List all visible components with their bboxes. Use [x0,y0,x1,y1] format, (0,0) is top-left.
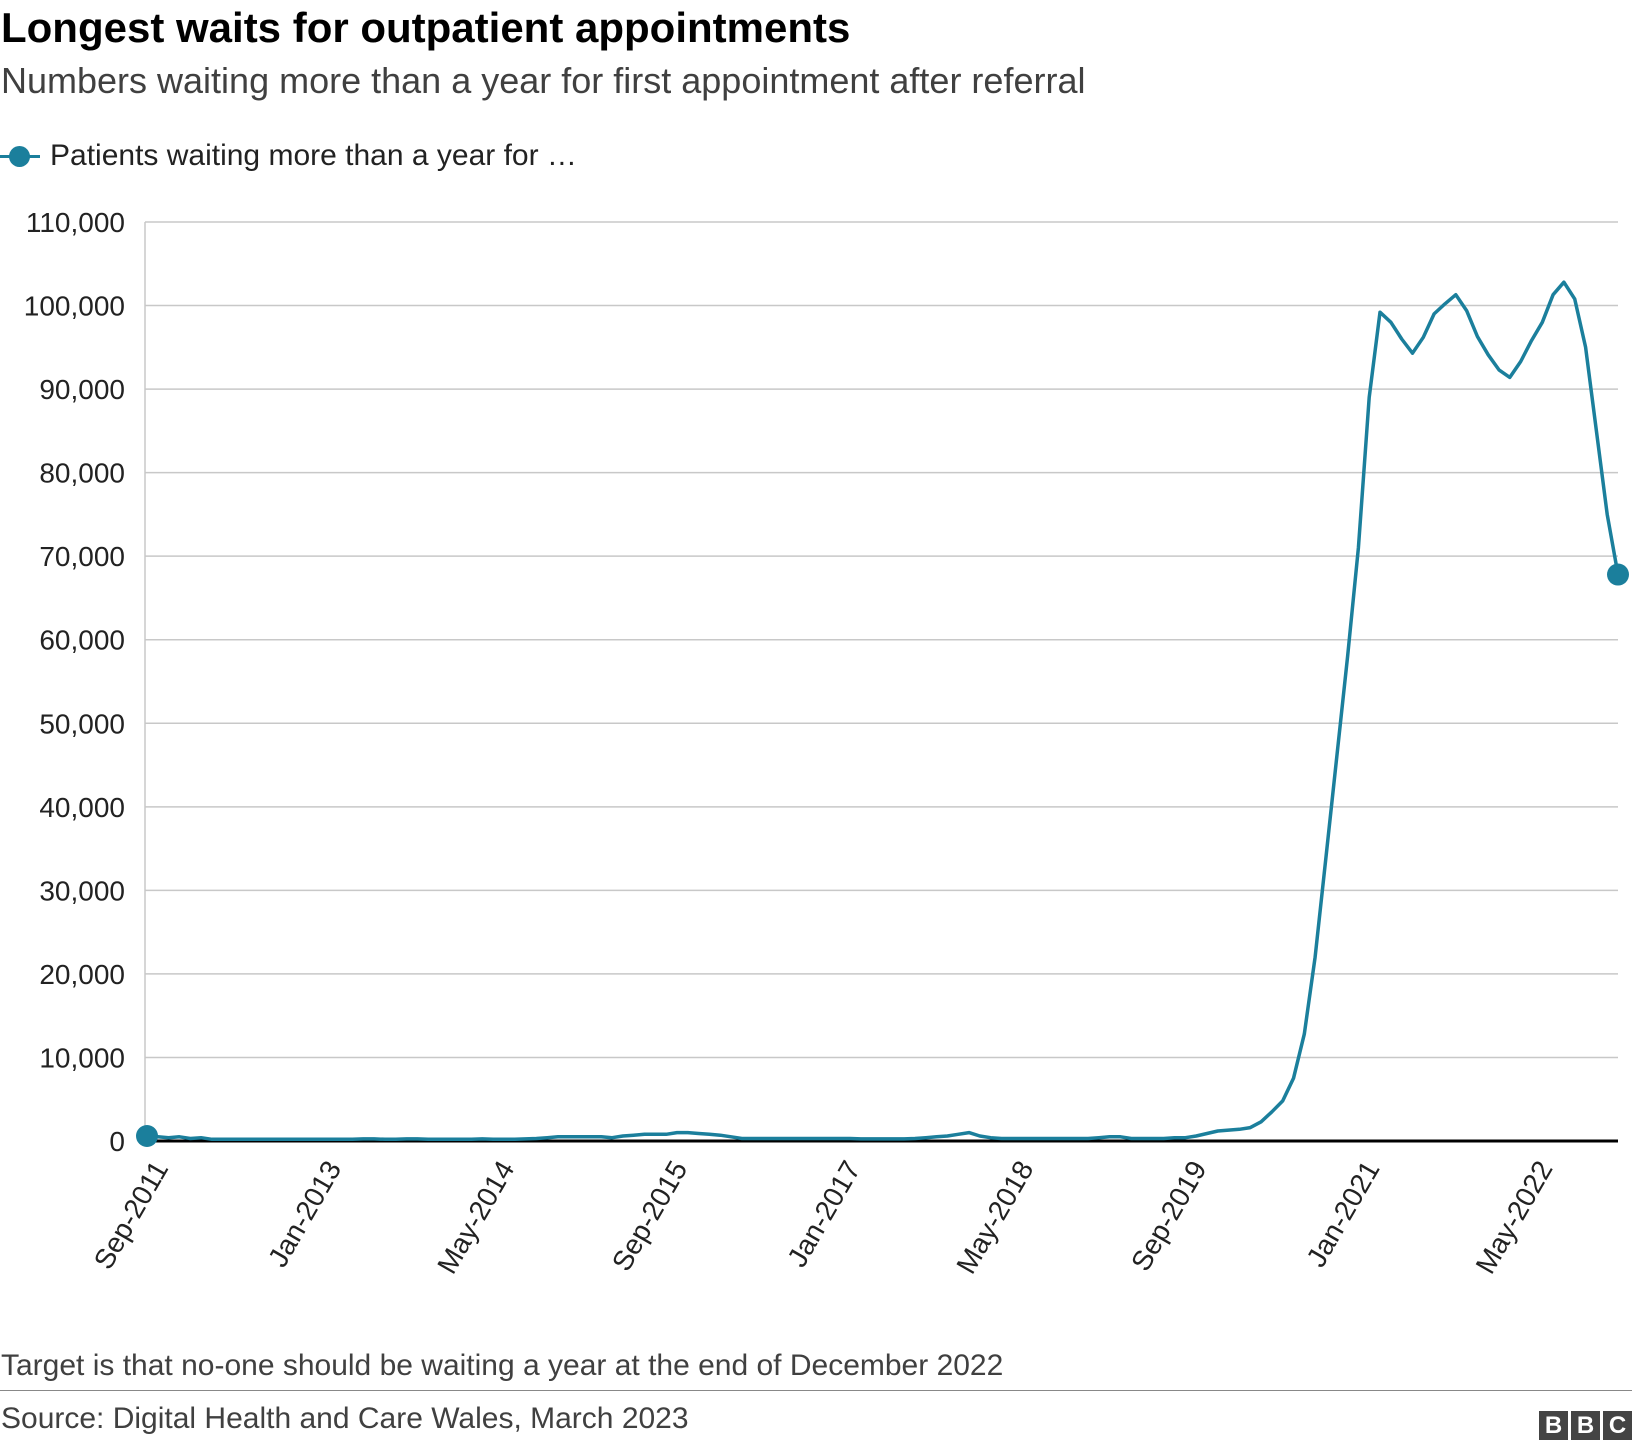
x-tick-label: Sep-2011 [88,1156,175,1275]
y-tick-label: 110,000 [26,207,125,238]
bbc-logo: B B C [1539,1411,1632,1440]
bbc-logo-letter: C [1603,1411,1632,1440]
y-axis-labels: 0 10,000 20,000 30,000 40,000 50,000 60,000 70,… [24,207,125,1157]
y-tick-label: 10,000 [39,1042,125,1073]
legend-label: Patients waiting more than a year for … [50,139,577,172]
x-tick-label: Jan-2021 [1300,1156,1385,1273]
y-tick-label: 40,000 [39,792,125,823]
x-tick-label: Sep-2019 [1125,1156,1213,1277]
x-tick-label: Jan-2017 [781,1156,866,1273]
footer-divider [0,1390,1632,1391]
x-tick-label: Sep-2015 [606,1156,694,1277]
y-tick-label: 60,000 [39,625,125,656]
y-tick-label: 80,000 [39,458,125,489]
chart-subtitle: Numbers waiting more than a year for fir… [1,60,1086,101]
x-tick-label: May-2014 [431,1156,520,1279]
y-tick-label: 90,000 [39,374,125,405]
gridlines [144,221,1618,1141]
bbc-logo-letter: B [1539,1411,1568,1440]
chart-title: Longest waits for outpatient appointment… [1,4,851,51]
series-line [145,280,1620,1142]
y-tick-label: 0 [109,1126,125,1157]
bbc-logo-letter: B [1571,1411,1600,1440]
chart-note: Target is that no-one should be waiting … [1,1349,1004,1382]
y-tick-label: 50,000 [39,708,125,739]
y-tick-label: 100,000 [24,291,125,322]
x-tick-label: Jan-2013 [262,1156,347,1273]
y-tick-label: 30,000 [39,875,125,906]
line-chart: 0 10,000 20,000 30,000 40,000 50,000 60,000 70,… [24,207,1629,1279]
series-group [136,280,1629,1147]
x-axis-labels: Sep-2011 Jan-2013 May-2014 Sep-2015 Jan-2017… [88,1156,1559,1279]
legend[interactable]: Patients waiting more than a year for … [0,134,577,178]
x-tick-label: May-2022 [1470,1156,1559,1279]
x-tick-label: May-2018 [950,1156,1039,1279]
series-start-point [136,1124,158,1147]
legend-marker-icon [0,141,40,171]
y-tick-label: 70,000 [39,541,125,572]
y-tick-label: 20,000 [39,959,125,990]
series-end-point [1607,563,1629,586]
source-note: Source: Digital Health and Care Wales, M… [1,1402,689,1435]
